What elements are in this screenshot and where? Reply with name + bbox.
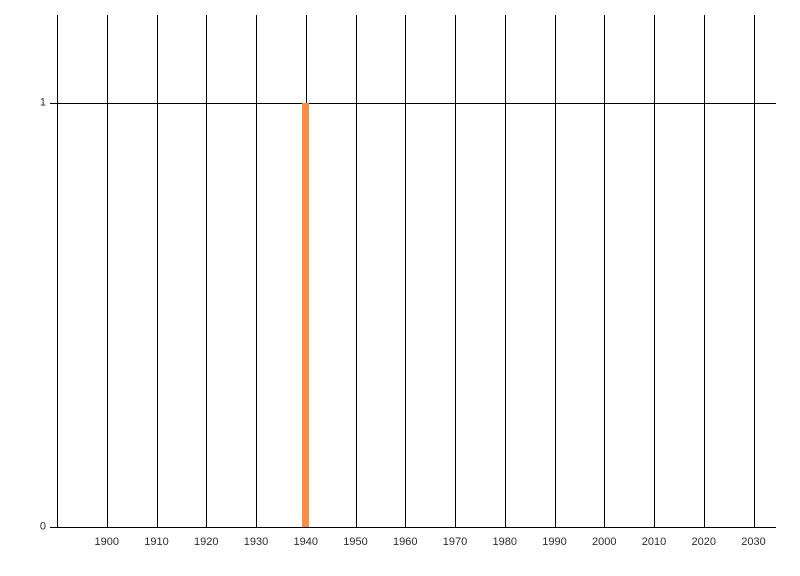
y-tick-label-0: 0 [39, 520, 46, 533]
x-tick-label-1990: 1990 [542, 536, 567, 548]
x-tick-label-1940: 1940 [293, 536, 318, 548]
x-tick-label-2030: 2030 [741, 536, 766, 548]
gridline-x-1970 [455, 15, 456, 527]
x-tick-label-1960: 1960 [393, 536, 418, 548]
y-axis-gridline-1 [50, 103, 776, 104]
gridline-x-1910 [156, 15, 158, 527]
x-tick-label-1950: 1950 [343, 536, 368, 548]
gridline-x-2030 [753, 15, 755, 527]
x-tick-label-2000: 2000 [592, 536, 617, 548]
gridline-x-1960 [405, 15, 407, 527]
x-tick-label-2010: 2010 [641, 536, 667, 548]
x-tick-label-1900: 1900 [94, 536, 119, 548]
gridline-x-2010 [654, 15, 655, 527]
gridline-x-1920 [206, 15, 208, 527]
bar-1940 [302, 103, 310, 527]
gridline-x-1930 [256, 15, 257, 527]
x-tick-label-1920: 1920 [194, 536, 219, 548]
gridline-x-1980 [504, 15, 506, 527]
x-tick-label-1910: 1910 [144, 536, 169, 548]
x-axis-line [50, 527, 776, 528]
x-tick-label-2020: 2020 [691, 536, 716, 548]
x-tick-label-1930: 1930 [243, 536, 269, 548]
gridline-x-2000 [604, 15, 606, 527]
gridline-x-1890 [57, 15, 58, 527]
gridline-x-1950 [355, 15, 357, 527]
x-tick-label-1970: 1970 [442, 536, 468, 548]
gridline-x-1990 [554, 15, 556, 527]
x-tick-label-1980: 1980 [492, 536, 517, 548]
gridline-x-2020 [703, 15, 705, 527]
gridline-x-1900 [106, 15, 108, 527]
y-tick-label-1: 1 [39, 96, 46, 109]
